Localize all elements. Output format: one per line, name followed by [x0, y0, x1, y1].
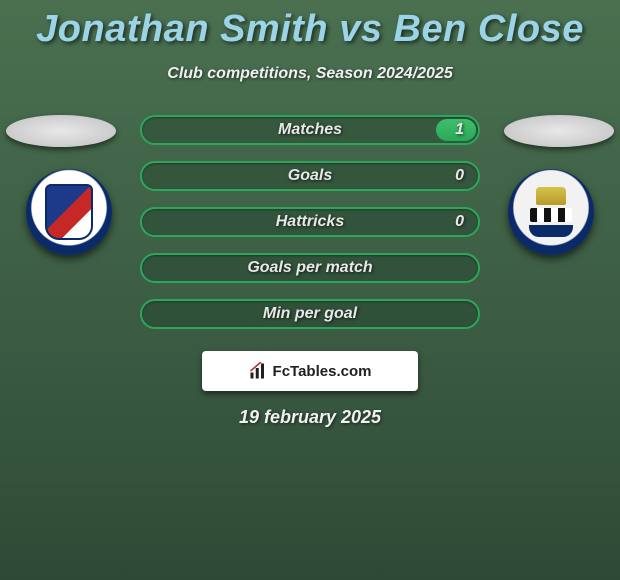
bar-chart-icon — [249, 362, 267, 380]
stat-right-value: 1 — [455, 121, 464, 139]
stat-row-matches: Matches 1 — [140, 115, 480, 145]
stat-right-value: 0 — [455, 167, 464, 185]
stat-label: Goals per match — [247, 259, 372, 277]
attribution-badge: FcTables.com — [202, 351, 418, 391]
stat-row-goals: Goals 0 — [140, 161, 480, 191]
club-crest-left — [26, 169, 112, 255]
page-title: Jonathan Smith vs Ben Close — [0, 0, 620, 51]
stat-row-gpm: Goals per match — [140, 253, 480, 283]
checker-icon — [530, 208, 572, 222]
stat-label: Matches — [278, 121, 342, 139]
shield-icon — [45, 184, 93, 240]
player-photo-left — [6, 115, 116, 147]
stat-bars: Matches 1 Goals 0 Hattricks 0 Goals per … — [140, 115, 480, 329]
stat-row-mpg: Min per goal — [140, 299, 480, 329]
stat-row-hattricks: Hattricks 0 — [140, 207, 480, 237]
attribution-text: FcTables.com — [273, 363, 372, 380]
stat-right-value: 0 — [455, 213, 464, 231]
stat-label: Min per goal — [263, 305, 357, 323]
stat-label: Hattricks — [276, 213, 344, 231]
player-photo-right — [504, 115, 614, 147]
comparison-content: Matches 1 Goals 0 Hattricks 0 Goals per … — [0, 115, 620, 428]
crown-icon — [536, 187, 566, 205]
stat-label: Goals — [288, 167, 332, 185]
date-text: 19 february 2025 — [0, 407, 620, 428]
club-crest-right — [508, 169, 594, 255]
subtitle: Club competitions, Season 2024/2025 — [0, 65, 620, 83]
ribbon-icon — [529, 225, 573, 237]
